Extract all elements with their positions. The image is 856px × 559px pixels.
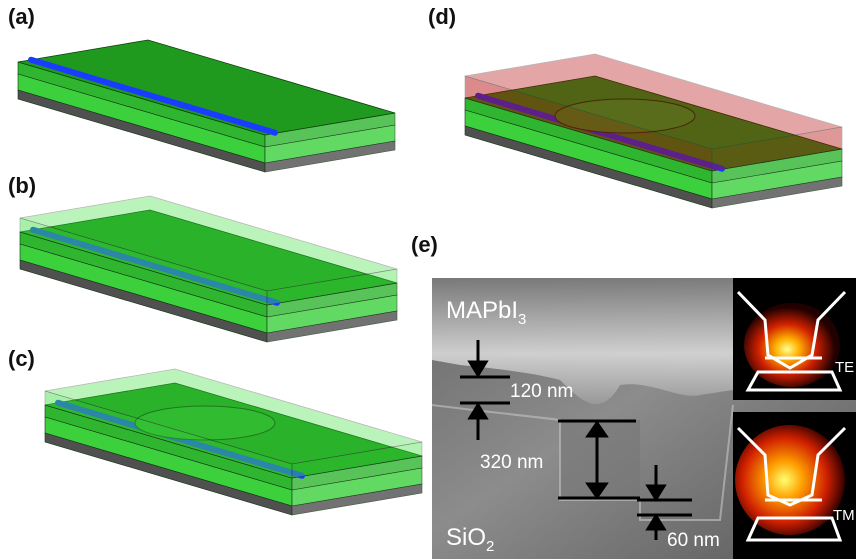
- figure: (a) (b) (c) (d) (e) MAPbI3 SiO2 120 nm 3…: [0, 0, 856, 559]
- material-name: MAPbI: [446, 297, 518, 324]
- panel-label: (e): [411, 232, 438, 257]
- mode-inset-tm: [733, 412, 856, 559]
- dimension-label: 120 nm: [510, 381, 573, 402]
- dimension-label: 320 nm: [480, 452, 543, 473]
- mode-label: TM: [833, 507, 855, 524]
- mode-inset-te: [733, 278, 856, 400]
- subscript: 2: [486, 538, 494, 555]
- dimension-label: 60 nm: [667, 530, 720, 551]
- material-label: MAPbI3: [446, 297, 526, 328]
- panel-label: (d): [428, 4, 456, 29]
- subscript: 3: [518, 311, 526, 328]
- mode-label: TE: [835, 359, 854, 376]
- panel-label: (a): [8, 4, 35, 29]
- panel-label: (b): [8, 173, 36, 198]
- material-name: SiO: [446, 524, 486, 551]
- panel-label: (c): [8, 346, 35, 371]
